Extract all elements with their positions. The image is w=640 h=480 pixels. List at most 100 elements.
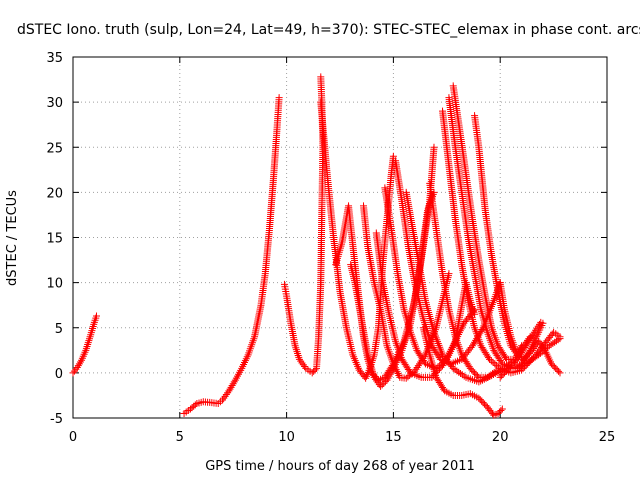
arc-series (347, 188, 438, 390)
data-point (498, 405, 506, 413)
data-point-interp (297, 357, 305, 365)
data-point-interp (525, 349, 533, 357)
data-point-interp (378, 277, 386, 285)
data-point-interp (397, 353, 405, 361)
data-point-interp (432, 371, 440, 379)
data-point-interp (476, 396, 484, 404)
arc-series (513, 335, 564, 372)
data-point-interp (282, 290, 290, 298)
data-point-interp (287, 317, 295, 325)
data-point-interp (498, 372, 506, 380)
data-marks (69, 73, 564, 419)
data-point-interp (222, 391, 230, 399)
data-point-interp (520, 360, 528, 368)
data-point-interp (522, 359, 530, 367)
data-point-interp (436, 361, 444, 369)
data-point-interp (414, 362, 422, 370)
x-tick-label: 20 (492, 430, 509, 445)
data-point-interp (393, 268, 401, 276)
data-point-interp (544, 343, 552, 351)
data-point-interp (495, 408, 503, 416)
data-point (535, 351, 543, 359)
y-tick-label: 35 (46, 51, 63, 66)
data-point-interp (536, 349, 544, 357)
data-point-interp (406, 326, 414, 334)
data-point-interp (554, 336, 562, 344)
data-point-interp (383, 340, 391, 348)
data-point-interp (489, 370, 497, 378)
data-point-interp (509, 360, 517, 368)
data-point-interp (521, 354, 529, 362)
data-point-interp (295, 353, 303, 361)
data-point-interp (310, 367, 318, 375)
data-point-interp (502, 354, 510, 362)
data-point-interp (419, 356, 427, 364)
data-point-interp (489, 344, 497, 352)
data-point-interp (412, 365, 420, 373)
data-point-interp (457, 186, 465, 194)
data-point-interp (226, 385, 234, 393)
data-point-interp (484, 354, 492, 362)
x-axis-label: GPS time / hours of day 268 of year 2011 (205, 459, 475, 474)
data-point-interp (357, 313, 365, 321)
data-point-interp (359, 371, 367, 379)
data-point-interp (469, 367, 477, 375)
data-point (505, 364, 513, 372)
data-point-interp (457, 349, 465, 357)
data-point (556, 335, 564, 343)
data-point-interp (342, 322, 350, 330)
data-point-interp (376, 304, 384, 312)
data-point-interp (190, 402, 198, 410)
data-point-interp (536, 320, 544, 328)
data-point-interp (220, 394, 228, 402)
data-point-interp (387, 222, 395, 230)
data-point-interp (74, 362, 82, 370)
data-point-interp (489, 410, 497, 418)
data-point-interp (378, 381, 386, 389)
data-point-interp (555, 367, 563, 375)
data-point-interp (487, 408, 495, 416)
data-point-interp (549, 339, 557, 347)
data-point-interp (419, 313, 427, 321)
data-point-interp (400, 304, 408, 312)
grid (73, 57, 607, 418)
arc-series (471, 112, 534, 359)
data-point-interp (526, 357, 534, 365)
data-point-interp (451, 141, 459, 149)
data-point-interp (533, 352, 541, 360)
data-point-interp (370, 371, 378, 379)
data-point-interp (426, 373, 434, 381)
data-point-interp (404, 240, 412, 248)
data-point-interp (540, 346, 548, 354)
arc-series (180, 94, 283, 417)
data-point-interp (301, 363, 309, 371)
data-point-interp (549, 361, 557, 369)
x-tick-label: 5 (176, 430, 184, 445)
data-point-interp (299, 361, 307, 369)
data-point-interp (439, 384, 447, 392)
data-point-interp (364, 240, 372, 248)
data-point-interp (487, 357, 495, 365)
x-tick-label: 25 (599, 430, 616, 445)
data-point-interp (385, 308, 393, 316)
data-point-interp (468, 366, 476, 374)
data-point-interp (90, 320, 98, 328)
data-point-interp (481, 400, 489, 408)
data-point-interp (227, 383, 235, 391)
data-point-interp (497, 406, 505, 414)
data-point-interp (380, 379, 388, 387)
data-point-interp (473, 372, 481, 380)
data-point-interp (547, 332, 555, 340)
data-point-interp (523, 352, 531, 360)
data-point-interp (250, 335, 258, 343)
data-point-interp (416, 360, 424, 368)
x-tick-label: 15 (385, 430, 402, 445)
data-point-interp (275, 96, 283, 104)
data-point-interp (415, 259, 423, 267)
data-point-interp (492, 410, 500, 418)
y-tick-label: 25 (46, 141, 63, 156)
data-point-interp (257, 303, 265, 311)
data-point-interp (371, 375, 379, 383)
data-point (556, 369, 564, 377)
